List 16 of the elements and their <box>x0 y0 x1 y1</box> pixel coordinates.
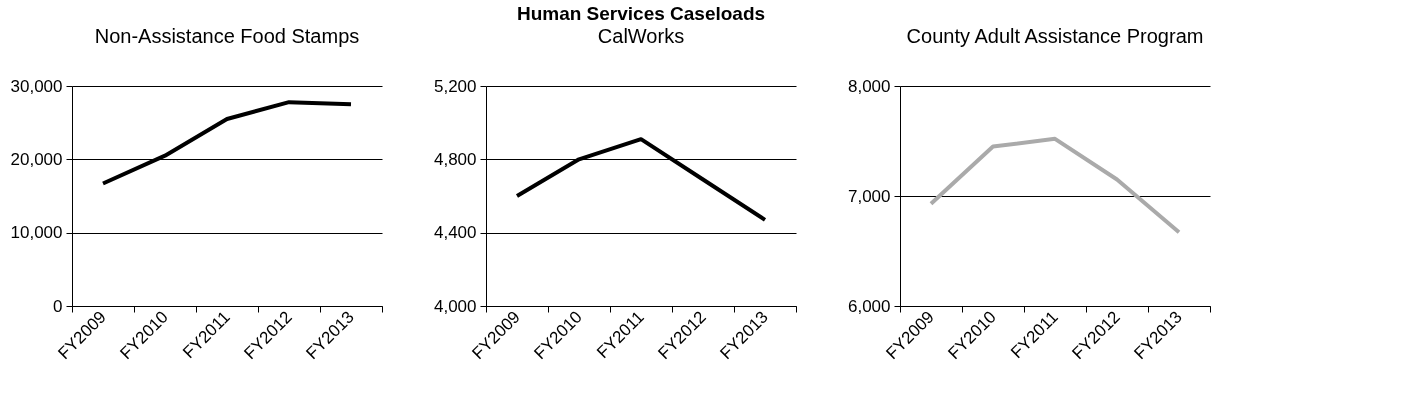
y-tick-label: 4,400 <box>433 223 477 243</box>
chart-title: Non-Assistance Food Stamps <box>94 25 360 47</box>
line-series <box>929 136 1181 235</box>
y-tick-label: 4,800 <box>433 149 477 169</box>
y-tick-label: 6,000 <box>847 296 891 316</box>
chart-title: Human Services Caseloads <box>516 3 766 24</box>
chart-subtitle: CalWorks <box>597 25 685 47</box>
y-tick-label: 7,000 <box>847 186 891 206</box>
y-tick-label: 10,000 <box>10 223 63 243</box>
y-tick-label: 20,000 <box>10 149 63 169</box>
y-tick-label: 0 <box>53 296 63 316</box>
y-tick-label: 5,200 <box>433 76 477 96</box>
y-tick-label: 4,000 <box>433 296 477 316</box>
chart-title: County Adult Assistance Program <box>906 25 1204 47</box>
y-tick-label: 30,000 <box>10 76 63 96</box>
y-tick-label: 8,000 <box>847 76 891 96</box>
